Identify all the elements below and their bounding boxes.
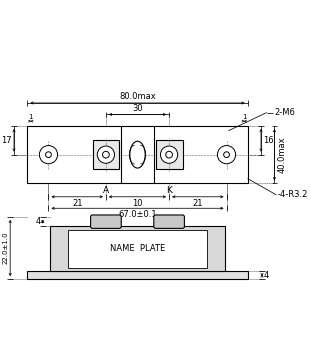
Text: 2-M6: 2-M6	[274, 108, 295, 117]
Text: 1: 1	[242, 114, 247, 120]
Text: 21: 21	[193, 199, 203, 208]
Text: 10: 10	[132, 199, 143, 208]
FancyBboxPatch shape	[154, 215, 184, 228]
Text: 4: 4	[264, 271, 269, 280]
Bar	[156, 140, 183, 169]
Circle shape	[166, 151, 173, 158]
Text: 30: 30	[132, 103, 143, 113]
FancyBboxPatch shape	[91, 215, 121, 228]
Text: NAME  PLATE: NAME PLATE	[110, 244, 165, 254]
Text: -4-R3.2: -4-R3.2	[277, 191, 308, 199]
Text: 80.0max: 80.0max	[119, 92, 156, 101]
Circle shape	[39, 145, 58, 164]
Circle shape	[217, 145, 236, 164]
Text: 67.0±0.1: 67.0±0.1	[118, 210, 157, 219]
Bar	[92, 140, 119, 169]
Ellipse shape	[130, 141, 145, 168]
Text: 21: 21	[72, 199, 82, 208]
Circle shape	[224, 152, 230, 158]
Text: 17: 17	[2, 136, 12, 145]
Bar	[50, 226, 225, 272]
Text: 1: 1	[29, 114, 33, 120]
Text: 40.0max: 40.0max	[277, 136, 286, 173]
Text: 4: 4	[35, 217, 41, 226]
Text: 16: 16	[263, 136, 274, 145]
Bar	[27, 272, 248, 279]
Bar	[27, 126, 248, 183]
Circle shape	[46, 152, 51, 158]
Text: A: A	[103, 186, 109, 195]
Circle shape	[97, 146, 114, 163]
Circle shape	[103, 151, 109, 158]
Circle shape	[160, 146, 178, 163]
Bar	[67, 230, 207, 267]
Text: K: K	[166, 186, 172, 195]
Text: 22.0±1.0: 22.0±1.0	[2, 232, 8, 264]
